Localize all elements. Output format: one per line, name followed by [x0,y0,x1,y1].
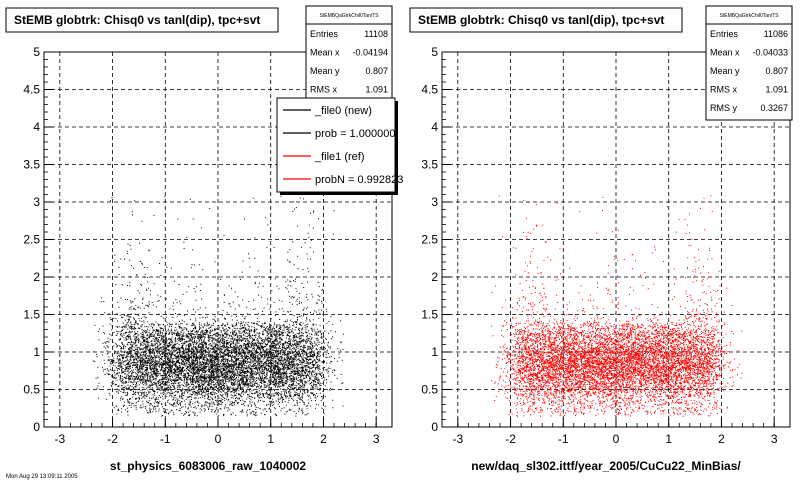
y-tick-label: 1.5 [421,308,438,322]
stats-value: -0.04194 [352,48,388,58]
stats-value: 11086 [764,29,788,39]
stats-label: Mean y [310,66,340,76]
x-axis-label: new/daq_sl302.ittf/year_2005/CuCu22_MinB… [471,459,741,473]
y-tick-label: 2 [431,270,438,284]
stats-box [305,5,393,103]
stats-label: Entries [710,29,739,39]
chart-panel-2: StEMB globtrk: Chisq0 vs tanl(dip), tpc+… [409,5,793,473]
x-tick-label: -1 [160,432,171,446]
x-tick-label: 0 [215,432,222,446]
x-tick-label: 1 [665,432,672,446]
y-tick-label: 4 [33,120,40,134]
x-tick-label: 3 [373,432,380,446]
y-tick-label: 0.5 [23,383,40,397]
y-tick-label: 4 [431,120,438,134]
y-tick-label: 2.5 [23,233,40,247]
x-tick-label: 2 [320,432,327,446]
stats-value: 1.091 [365,85,388,95]
stats-value: 0.3267 [760,103,788,113]
stats-label: Mean x [710,48,740,58]
legend-label: probN = 0.992823 [315,174,403,186]
stats-label: Mean y [710,66,740,76]
y-tick-label: 0 [431,420,438,434]
legend-box [276,97,396,193]
stats-label: RMS x [310,85,338,95]
stats-label: Mean x [310,48,340,58]
stats-value: 1.091 [765,85,788,95]
y-tick-label: 3 [33,195,40,209]
stats-label: RMS y [710,103,738,113]
chart-panel-1: StEMB globtrk: Chisq0 vs tanl(dip), tpc+… [5,5,403,480]
x-axis-label: st_physics_6083006_raw_1040002 [110,459,306,473]
stats-label: RMS x [710,85,738,95]
title-box [409,7,683,33]
y-tick-label: 5 [431,45,438,59]
y-tick-label: 0.5 [421,383,438,397]
stats-box [705,5,793,121]
x-tick-label: -3 [452,432,463,446]
stats-name: StEMBQaGtrkChiI0TanlTS [320,13,380,19]
stats-value: -0.04033 [752,48,788,58]
stats-value: 11108 [364,29,388,39]
stats-value: 0.807 [765,66,788,76]
timestamp-footnote: Mon Aug 29 13:09:11 2005 [6,474,78,480]
y-tick-label: 0 [33,420,40,434]
y-tick-label: 4.5 [23,83,40,97]
chart-title: StEMB globtrk: Chisq0 vs tanl(dip), tpc+… [14,13,260,27]
y-tick-label: 3.5 [23,158,40,172]
y-tick-label: 4.5 [421,83,438,97]
legend-label: prob = 1.000000 [315,128,395,140]
x-tick-label: 2 [718,432,725,446]
x-tick-label: -2 [505,432,516,446]
y-tick-label: 1 [33,345,40,359]
x-tick-label: 0 [613,432,620,446]
chart-title: StEMB globtrk: Chisq0 vs tanl(dip), tpc+… [418,13,664,27]
stats-name: StEMBQaGtrkChiI0TanlTS [720,13,780,19]
x-tick-label: -1 [558,432,569,446]
y-tick-label: 1.5 [23,308,40,322]
x-tick-label: -3 [54,432,65,446]
title-box [5,7,279,33]
y-tick-label: 3.5 [421,158,438,172]
y-tick-label: 3 [431,195,438,209]
y-tick-label: 1 [431,345,438,359]
scatter-points [490,195,743,417]
x-tick-label: 1 [267,432,274,446]
stats-value: 0.807 [365,66,388,76]
stats-label: Entries [310,29,339,39]
legend-label: _file0 (new) [314,105,372,117]
y-tick-label: 2 [33,270,40,284]
y-tick-label: 5 [33,45,40,59]
legend-label: _file1 (ref) [314,151,365,163]
x-tick-label: -2 [107,432,118,446]
y-tick-label: 2.5 [421,233,438,247]
x-tick-label: 3 [771,432,778,446]
